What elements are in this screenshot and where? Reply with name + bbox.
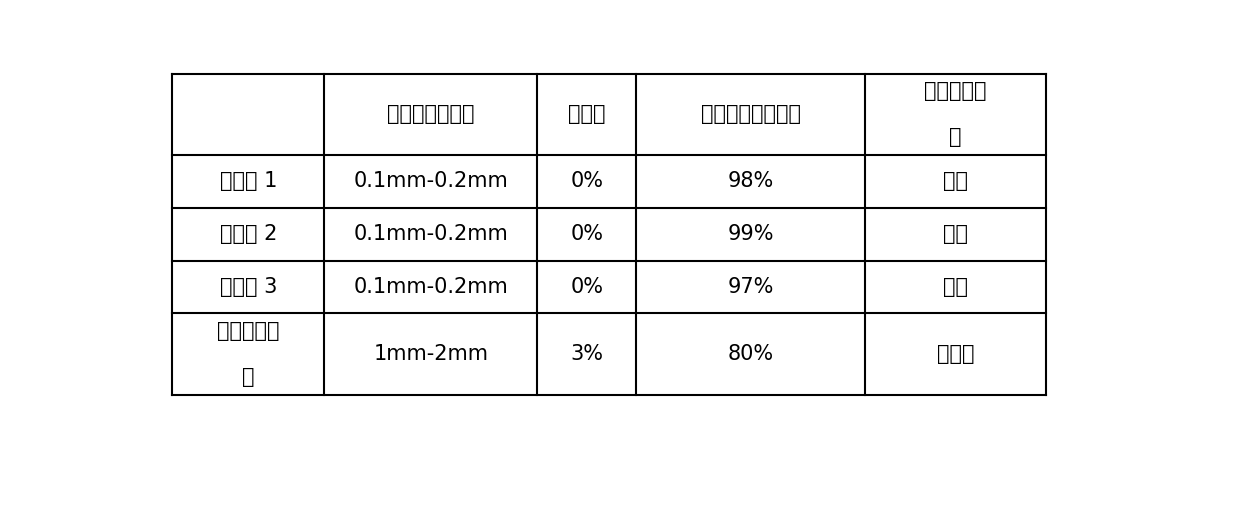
Text: 0.1mm-0.2mm: 0.1mm-0.2mm [353,224,508,244]
Text: 0%: 0% [570,171,604,191]
Text: 0.1mm-0.2mm: 0.1mm-0.2mm [353,277,508,297]
Text: 98%: 98% [728,171,774,191]
Text: 实施例 3: 实施例 3 [219,277,277,297]
Text: 传统焊接工

艺: 传统焊接工 艺 [217,321,279,387]
Text: 漏焊率: 漏焊率 [568,104,605,124]
Text: 有晃动: 有晃动 [936,344,975,364]
Text: 牢固: 牢固 [942,171,968,191]
Text: 电池片偏移范围: 电池片偏移范围 [387,104,475,124]
Text: 0%: 0% [570,224,604,244]
Text: 99%: 99% [728,224,774,244]
Text: 电池片表面光滑度: 电池片表面光滑度 [701,104,801,124]
Text: 0%: 0% [570,277,604,297]
Text: 0.1mm-0.2mm: 0.1mm-0.2mm [353,171,508,191]
Text: 1mm-2mm: 1mm-2mm [373,344,489,364]
Text: 97%: 97% [728,277,774,297]
Text: 实施例 2: 实施例 2 [219,224,277,244]
Text: 80%: 80% [728,344,774,364]
Text: 牢固: 牢固 [942,277,968,297]
Text: 牢固: 牢固 [942,224,968,244]
Text: 实施例 1: 实施例 1 [219,171,277,191]
Text: 焊接是否牢

固: 焊接是否牢 固 [924,81,987,147]
Text: 3%: 3% [570,344,604,364]
